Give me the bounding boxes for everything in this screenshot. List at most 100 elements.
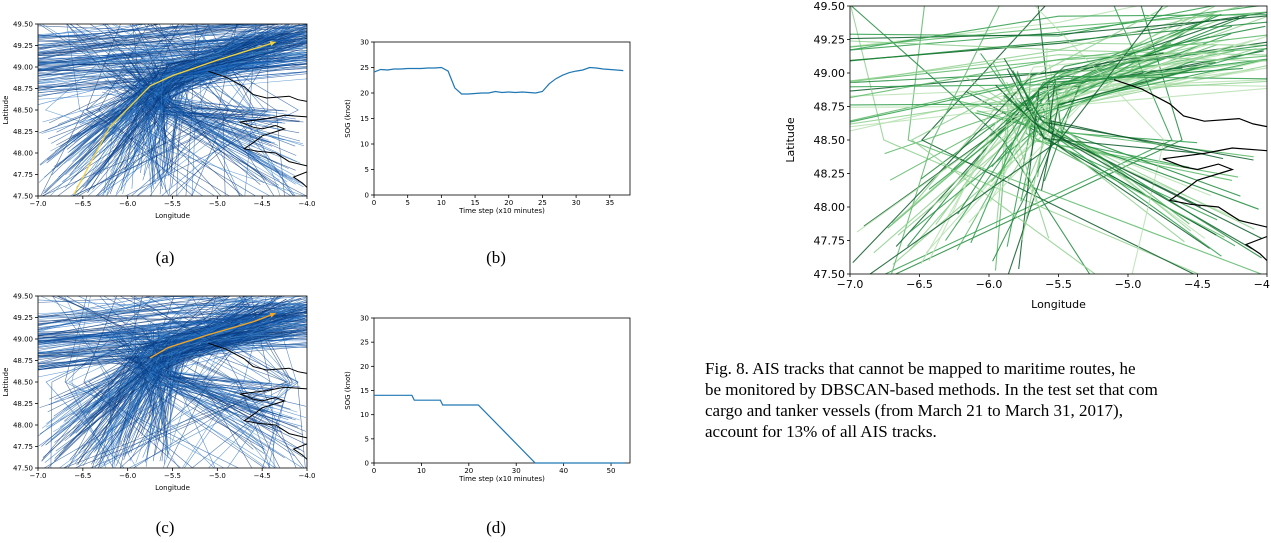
x-tick-label: 5 xyxy=(405,199,409,207)
highlighted-track xyxy=(149,312,276,359)
x-tick-label: −7.0 xyxy=(30,200,47,208)
x-tick-label: 25 xyxy=(538,199,547,207)
axes-frame xyxy=(373,317,631,464)
track-line xyxy=(137,24,253,196)
x-tick-label: −6.0 xyxy=(119,200,136,208)
track-line xyxy=(928,33,1232,190)
track-line xyxy=(38,314,307,344)
track-line xyxy=(850,21,1267,62)
x-tick-label: −6.0 xyxy=(119,472,136,480)
track-line xyxy=(38,324,307,358)
track-line xyxy=(191,24,240,196)
y-axis-label: SOG (knot) xyxy=(344,371,352,410)
track-line xyxy=(171,361,296,421)
y-tick-label: 48.25 xyxy=(13,128,33,136)
track-line xyxy=(112,24,271,196)
track-line xyxy=(38,31,307,45)
track-line xyxy=(873,47,1257,254)
track-line xyxy=(38,296,307,332)
track-line xyxy=(72,47,287,162)
track-line xyxy=(141,327,304,436)
y-tick-label: 48.25 xyxy=(13,400,33,408)
track-line xyxy=(938,54,1221,204)
coastline-path xyxy=(239,114,307,167)
track-line xyxy=(1018,61,1216,270)
track-line xyxy=(38,296,285,322)
track-line xyxy=(38,309,307,344)
track-line xyxy=(132,82,275,116)
track-line xyxy=(66,296,213,468)
map-panel-c: −7.0 −6.5 −6.0 −5.5 −5.0 −4.5 −4.0 47.50 47.75 48… xyxy=(2,292,315,492)
track-line xyxy=(907,6,1262,274)
track-line xyxy=(121,50,279,188)
track-line xyxy=(38,24,161,50)
track-line xyxy=(38,296,260,319)
track-line xyxy=(150,316,259,456)
series-line xyxy=(373,66,624,95)
track-line xyxy=(38,24,254,56)
track-line xyxy=(102,360,277,429)
track-line xyxy=(1012,70,1262,259)
x-tick-label: 0 xyxy=(372,467,376,475)
track-line xyxy=(1022,6,1215,193)
y-tick-label: 47.50 xyxy=(13,192,33,200)
track-line xyxy=(38,27,307,61)
y-tick-label: 5 xyxy=(365,166,369,174)
x-tick-label: 15 xyxy=(471,199,480,207)
x-tick-label: −5.0 xyxy=(1115,278,1142,291)
y-tick-label: 49.25 xyxy=(13,314,33,322)
track-line xyxy=(945,23,1198,241)
track-line xyxy=(38,24,243,35)
track-line xyxy=(92,36,251,157)
x-tick-label: −4.5 xyxy=(254,200,271,208)
x-tick-label: −5.0 xyxy=(209,200,226,208)
x-tick-label: 20 xyxy=(464,467,473,475)
track-line xyxy=(38,24,200,40)
track-line xyxy=(38,314,307,342)
track-line xyxy=(103,55,268,164)
track-line xyxy=(109,36,265,142)
track-line xyxy=(171,40,297,187)
track-line xyxy=(110,24,256,196)
track-line xyxy=(852,52,1164,263)
track-line xyxy=(70,28,307,139)
x-tick-label: 30 xyxy=(572,199,581,207)
y-tick-label: 47.75 xyxy=(814,234,846,247)
track-line xyxy=(38,24,241,46)
track-line xyxy=(157,335,265,446)
track-line xyxy=(171,60,276,154)
track-line xyxy=(51,41,254,171)
y-axis-label: SOG (knot) xyxy=(344,99,352,138)
track-line xyxy=(78,296,257,468)
track-line xyxy=(1007,17,1185,181)
y-tick-label: 48.50 xyxy=(814,134,846,147)
track-line xyxy=(83,296,181,468)
track-line xyxy=(850,15,1267,40)
y-tick-label: 5 xyxy=(365,435,369,443)
track-line xyxy=(123,65,301,142)
track-line xyxy=(46,30,251,164)
track-line xyxy=(124,335,261,457)
track-line xyxy=(56,42,273,168)
y-tick-label: 49.50 xyxy=(814,0,846,13)
track-line xyxy=(950,25,1266,172)
track-line xyxy=(95,24,238,196)
x-tick-label: 50 xyxy=(607,467,616,475)
y-tick-label: 47.75 xyxy=(13,171,33,179)
y-tick-label: 48.00 xyxy=(814,201,846,214)
track-line xyxy=(114,80,279,146)
y-tick-label: 15 xyxy=(360,115,369,123)
y-tick-label: 0 xyxy=(365,459,369,467)
track-line xyxy=(106,24,197,196)
y-tick-label: 47.50 xyxy=(814,268,846,281)
y-tick-label: 48.00 xyxy=(13,421,33,429)
track-line xyxy=(77,308,273,465)
x-tick-label: 10 xyxy=(437,199,446,207)
y-tick-label: 25 xyxy=(360,64,369,72)
track-line xyxy=(909,15,1267,251)
track-line xyxy=(120,332,293,387)
figure-caption-line-2: be monitored by DBSCAN-based methods. In… xyxy=(705,380,1158,399)
track-line xyxy=(82,310,256,467)
y-tick-label: 49.00 xyxy=(814,67,846,80)
y-tick-label: 48.50 xyxy=(13,378,33,386)
